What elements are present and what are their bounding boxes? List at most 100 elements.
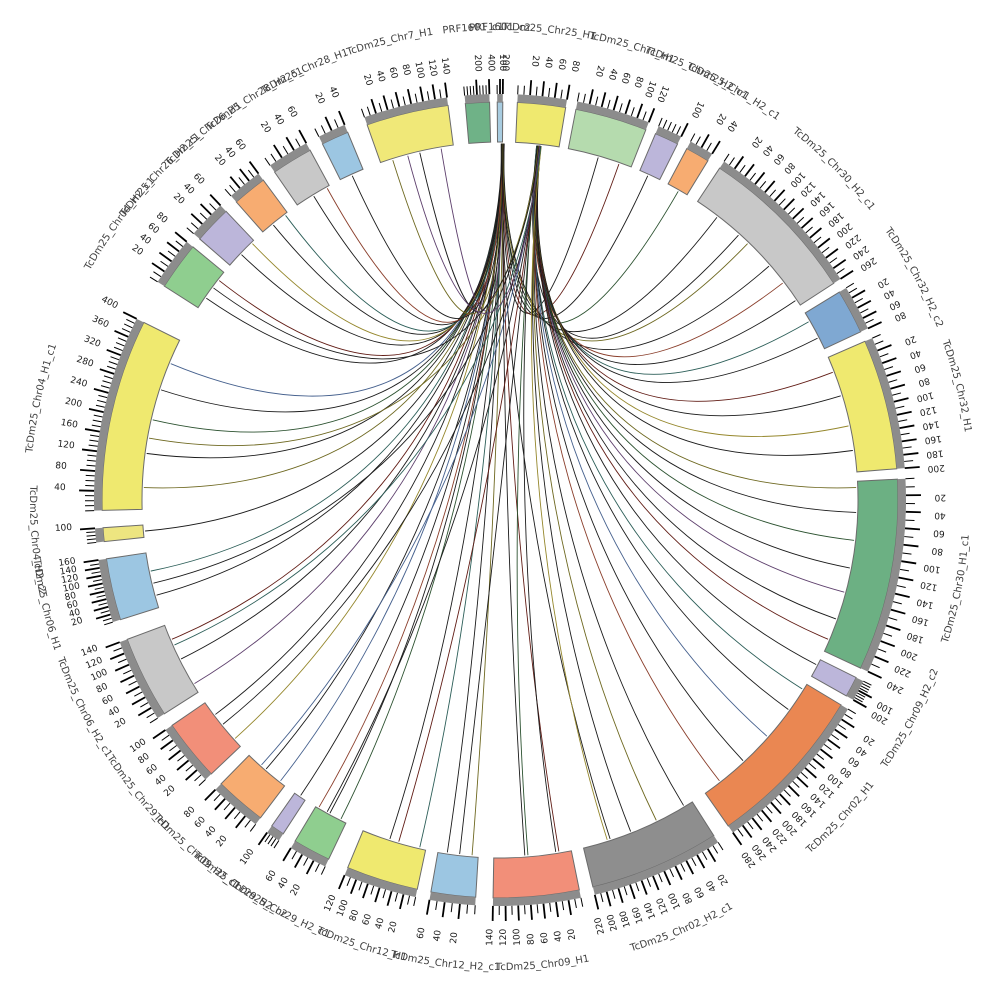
tick-mark <box>98 394 108 399</box>
tick-label: 20 <box>387 920 400 934</box>
tick-label: 20 <box>593 64 605 78</box>
tick-mark <box>358 881 363 891</box>
tick-mark <box>890 383 906 390</box>
tick-label: 80 <box>931 545 944 556</box>
tick-mark <box>152 729 166 740</box>
segment-band <box>198 210 255 266</box>
tick-mark <box>320 866 326 875</box>
tick-mark <box>93 414 103 418</box>
tick-mark <box>91 598 107 604</box>
segment-strip <box>492 890 581 906</box>
tick-mark <box>235 815 246 829</box>
tick-mark <box>86 531 96 534</box>
tick-mark <box>131 696 146 706</box>
tick-mark <box>800 772 809 779</box>
segment-band <box>810 659 857 697</box>
tick-mark <box>903 452 919 456</box>
tick-mark <box>190 222 199 230</box>
tick-mark <box>871 663 880 669</box>
tick-mark <box>104 621 113 626</box>
tick-mark <box>831 734 840 741</box>
tick-mark <box>865 318 874 324</box>
tick-mark <box>386 890 393 906</box>
tick-mark <box>535 86 538 96</box>
tick-mark <box>800 217 814 229</box>
tick-mark <box>841 718 855 729</box>
tick-label: 80 <box>526 933 537 945</box>
tick-label: 60 <box>556 58 567 71</box>
tick-mark <box>117 337 127 342</box>
tick-mark <box>83 559 99 564</box>
tick-mark <box>86 534 96 537</box>
tick-mark <box>706 142 712 151</box>
tick-label: 120 <box>426 59 439 78</box>
tick-mark <box>517 905 520 921</box>
tick-mark <box>87 454 97 457</box>
tick-label: 20 <box>312 91 326 106</box>
tick-label: 140 <box>915 596 934 610</box>
tick-mark <box>840 269 854 280</box>
tick-label: 80 <box>95 682 110 696</box>
tick-mark <box>838 724 847 730</box>
tick-label: 40 <box>542 56 553 69</box>
tick-label: 100 <box>412 61 425 80</box>
tick-mark <box>102 380 112 384</box>
segment-band <box>430 851 479 898</box>
tick-mark <box>474 905 476 915</box>
synteny-link <box>146 143 503 459</box>
tick-mark <box>754 171 766 185</box>
tick-label: 80 <box>681 890 695 905</box>
tick-label: 200 <box>472 54 483 72</box>
segment-strip <box>719 161 841 284</box>
segment-strip <box>230 173 264 202</box>
tick-mark <box>102 617 112 622</box>
tick-mark <box>146 712 155 719</box>
tick-label: 120 <box>61 573 80 586</box>
tick-mark <box>899 568 909 572</box>
segment-band <box>294 806 347 860</box>
tick-mark <box>406 89 413 105</box>
tick-mark <box>199 203 212 216</box>
tick-mark <box>770 801 782 815</box>
tick-mark <box>137 707 152 717</box>
tick-mark <box>816 753 825 760</box>
tick-mark <box>902 552 912 555</box>
tick-mark <box>567 900 572 916</box>
segment-strip <box>270 143 311 172</box>
tick-mark <box>273 144 283 159</box>
tick-label: 200 <box>927 462 945 473</box>
segment-band <box>321 131 364 181</box>
tick-mark <box>787 785 800 797</box>
tick-mark <box>79 527 96 531</box>
synteny-link <box>503 143 770 350</box>
tick-mark <box>879 353 889 358</box>
tick-label: 100 <box>923 562 942 575</box>
synteny-link <box>440 143 505 312</box>
synteny-link <box>502 143 526 856</box>
tick-mark <box>825 248 839 259</box>
tick-mark <box>756 813 764 822</box>
synteny-link <box>500 143 611 840</box>
synteny-link <box>398 145 540 842</box>
tick-mark <box>185 769 198 781</box>
tick-mark <box>901 438 917 443</box>
segment-strip <box>686 141 713 161</box>
tick-mark <box>574 898 577 909</box>
tick-label: 40 <box>553 930 565 943</box>
tick-label: 20 <box>449 931 460 944</box>
tick-mark <box>238 177 245 185</box>
tick-mark <box>134 691 143 697</box>
tick-mark <box>588 89 594 105</box>
segment-strip <box>497 94 503 103</box>
tick-label: 20 <box>289 883 303 898</box>
tick-mark <box>733 155 745 170</box>
tick-mark <box>106 365 116 370</box>
tick-mark <box>874 340 884 345</box>
segment-band <box>271 792 306 835</box>
tick-mark <box>671 123 677 133</box>
tick-mark <box>114 329 129 338</box>
tick-mark <box>229 184 236 193</box>
tick-mark <box>93 388 109 394</box>
tick-mark <box>808 762 817 770</box>
tick-mark <box>370 98 377 114</box>
